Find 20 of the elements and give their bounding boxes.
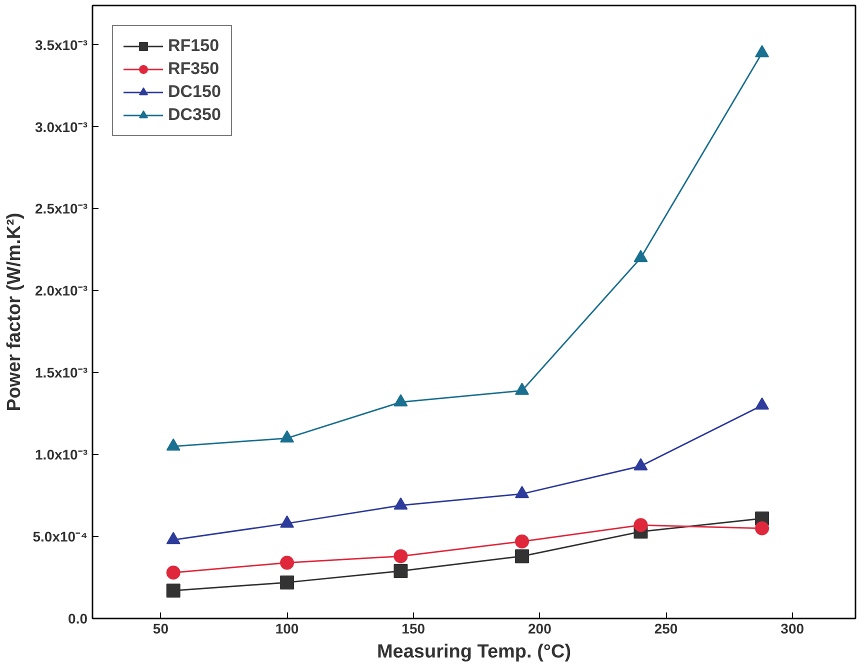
legend-label: RF350 — [168, 59, 220, 79]
x-tick-label: 300 — [780, 620, 804, 636]
y-tick-label: 0.0 — [68, 610, 88, 626]
y-tick-label: 2.0x10⁻³ — [35, 282, 88, 299]
x-axis-title: Measuring Temp. (°C) — [376, 642, 572, 662]
y-tick-label: 3.5x10⁻³ — [35, 36, 88, 53]
y-tick-label: 1.0x10⁻³ — [35, 446, 88, 463]
legend-label: DC350 — [168, 105, 221, 125]
legend-label: RF150 — [168, 36, 220, 56]
legend-label: DC150 — [168, 82, 221, 102]
y-tick-label: 3.0x10⁻³ — [35, 118, 88, 135]
y-tick-label: 2.5x10⁻³ — [35, 200, 88, 217]
x-tick-label: 200 — [528, 620, 552, 636]
y-axis-title: Power factor (W/m.K²) — [4, 212, 25, 412]
y-tick-label: 1.5x10⁻³ — [35, 364, 88, 381]
x-tick-label: 250 — [654, 620, 678, 636]
x-tick-label: 50 — [152, 620, 169, 636]
x-tick-label: 150 — [402, 620, 426, 636]
y-tick-label: 5.0x10⁻⁴ — [32, 528, 88, 545]
x-tick-label: 100 — [275, 620, 299, 636]
